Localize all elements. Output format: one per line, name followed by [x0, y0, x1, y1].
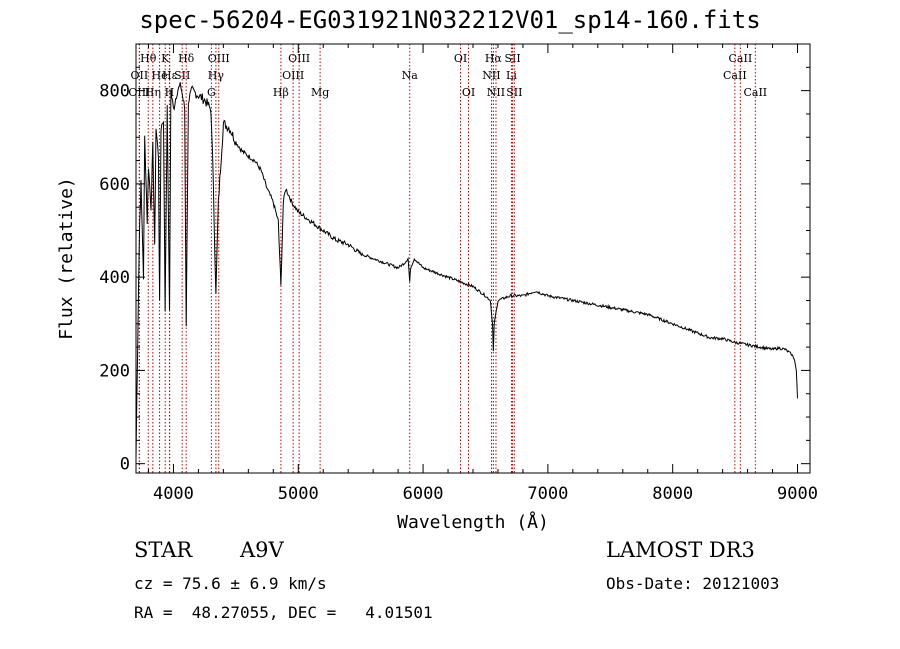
x-tick-label: 8000 [652, 484, 693, 504]
spectral-line-label: NII [487, 86, 505, 99]
spectral-line-label: SII [174, 69, 190, 82]
spectral-line-label: Hη [145, 86, 161, 99]
spectral-line-label: He [152, 69, 168, 82]
spectral-line-label: NII [482, 69, 500, 82]
spectrum-line [135, 82, 798, 460]
spectral-class: A9V [240, 538, 284, 562]
spectral-line-label: H [165, 86, 175, 99]
spectral-line-label: OIII [208, 52, 230, 65]
spectral-line-label: SII [504, 52, 520, 65]
y-tick-label: 800 [99, 82, 130, 102]
y-tick-label: 0 [120, 455, 130, 475]
spectral-line-label: G [207, 86, 216, 99]
spectral-line-label: CaII [729, 52, 753, 65]
spectral-line-label: OIII [128, 86, 150, 99]
spectral-line-label: OI [462, 86, 475, 99]
y-tick-label: 600 [99, 175, 130, 195]
spectral-line-label: CaII [723, 69, 747, 82]
spectral-line-label: Hθ [140, 52, 157, 65]
spectral-line-label: Hβ [273, 86, 289, 99]
survey-name: LAMOST DR3 [606, 538, 755, 562]
redshift-velocity: cz = 75.6 ± 6.9 km/s [134, 574, 327, 593]
coordinates: RA = 48.27055, DEC = 4.01501 [134, 603, 433, 622]
plot-frame [135, 43, 811, 474]
x-tick-label: 5000 [278, 484, 319, 504]
spectral-line-label: SII [506, 86, 522, 99]
spectral-line-label: Hδ [178, 52, 195, 65]
spectral-line-label: OIII [288, 52, 310, 65]
y-axis-label: Flux (relative) [56, 177, 77, 340]
x-tick-label: 6000 [403, 484, 444, 504]
y-tick-label: 200 [99, 361, 130, 381]
object-type: STAR [134, 538, 193, 562]
spectral-line-label: Hα [485, 52, 503, 65]
spectral-line-label: Na [402, 69, 419, 82]
spectral-line-label: Li [506, 69, 517, 82]
spectral-line-label: K [161, 52, 170, 65]
x-tick-label: 9000 [777, 484, 818, 504]
spectral-line-label: Mg [311, 86, 329, 99]
chart-title: spec-56204-EG031921N032212V01_sp14-160.f… [139, 6, 761, 34]
observation-date: Obs-Date: 20121003 [606, 574, 780, 593]
y-tick-label: 400 [99, 268, 130, 288]
x-tick-label: 4000 [153, 484, 194, 504]
spectral-line-label: Hγ [208, 69, 225, 82]
x-axis-label: Wavelength (Å) [397, 511, 549, 533]
spectral-line-label: OIII [282, 69, 304, 82]
x-tick-label: 7000 [527, 484, 568, 504]
spectral-line-label: OI [454, 52, 467, 65]
spectral-line-label: CaII [743, 86, 767, 99]
